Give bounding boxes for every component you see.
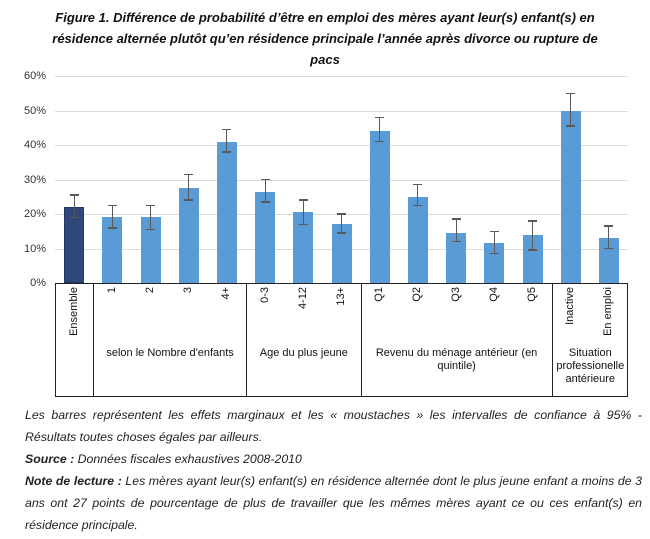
gridline (55, 179, 628, 181)
gridline (55, 145, 628, 146)
y-axis-tick: 40% (23, 139, 46, 151)
bar (64, 207, 85, 283)
error-bar-line (302, 200, 304, 225)
bar (102, 217, 123, 283)
error-bar-cap-top (184, 173, 194, 176)
footnote-source: Source : Données fiscales exhaustives 20… (25, 448, 642, 470)
bar (140, 217, 161, 283)
error-bar-cap-top (604, 225, 614, 227)
bar (560, 110, 581, 283)
error-bar-line (264, 179, 266, 202)
error-bar-line (73, 195, 75, 218)
error-bar-line (455, 219, 457, 242)
error-bar-cap-top (298, 199, 308, 201)
error-bar-line (188, 174, 190, 201)
error-bar-cap-bottom (451, 240, 461, 243)
error-bar-cap-top (413, 183, 423, 186)
footnotes: Les barres représentent les effets margi… (25, 404, 642, 536)
source-text: Données fiscales exhaustives 2008-2010 (74, 452, 302, 466)
y-axis-tick: 60% (23, 70, 46, 82)
gridline (55, 110, 628, 112)
error-bar-cap-top (375, 116, 385, 119)
error-bar-cap-bottom (489, 252, 499, 255)
bar (369, 131, 390, 283)
error-bar-cap-bottom (260, 201, 270, 203)
axis-group-label: selon le Nombre d'enfants (106, 347, 234, 359)
error-bar-line (379, 117, 381, 142)
error-bar-cap-top (489, 230, 499, 232)
figure-title: Figure 1. Différence de probabilité d’êt… (52, 10, 598, 67)
source-label: Source : (25, 452, 75, 466)
axis-group-label: Revenu du ménage antérieur (en quintile) (375, 347, 538, 372)
error-bar-line (570, 93, 572, 127)
y-axis-tick: 50% (23, 104, 46, 117)
bar (598, 238, 619, 283)
error-bar-cap-bottom (222, 151, 232, 153)
bar (178, 188, 199, 283)
error-bar-cap-bottom (146, 228, 155, 231)
error-bar-cap-top (260, 178, 270, 181)
error-bar-cap-bottom (184, 199, 194, 201)
bar (522, 234, 543, 283)
error-bar-line (111, 205, 113, 228)
error-bar-cap-top (107, 204, 117, 207)
axis-group-label: Situation professionelle antérieure (556, 347, 625, 385)
error-bar-cap-top (566, 92, 576, 94)
error-bar-cap-top (222, 128, 232, 131)
footnote-note: Note de lecture : Les mères ayant leur(s… (25, 470, 642, 536)
y-axis-tick: 30% (23, 173, 46, 186)
bar (407, 196, 428, 283)
error-bar-line (226, 129, 228, 152)
error-bar-cap-top (146, 204, 155, 207)
footnote-caption: Les barres représentent les effets margi… (25, 408, 642, 444)
bar (446, 232, 467, 283)
error-bar-cap-bottom (413, 204, 423, 207)
error-bar-cap-bottom (69, 216, 79, 219)
error-bar-line (493, 231, 495, 254)
error-bar-line (417, 184, 419, 206)
error-bar-cap-bottom (337, 232, 346, 234)
error-bar-cap-bottom (604, 247, 614, 250)
note-text: Les mères ayant leur(s) enfant(s) en rés… (25, 474, 642, 532)
error-bar-cap-bottom (298, 223, 308, 226)
axis-group-cell: selon le Nombre d'enfants (93, 283, 246, 397)
error-bar-cap-bottom (528, 249, 537, 251)
bar (293, 212, 314, 283)
axis-group-cell: Revenu du ménage antérieur (en quintile) (360, 283, 552, 397)
error-bar-cap-top (69, 194, 79, 196)
error-bar-line (531, 220, 534, 251)
bar-chart: 60% 50% 40% 30% 20% 10% 0% Ensemble 1 2 3 4+ 0-3 4-12… (0, 62, 650, 402)
y-axis-tick: 20% (23, 208, 46, 220)
error-bar-cap-bottom (566, 125, 576, 127)
error-bar-line (149, 205, 152, 230)
bar (331, 224, 352, 283)
bar (484, 243, 505, 283)
y-axis-tick: 0% (30, 277, 46, 289)
axis-group-cell: Situation professionelle antérieure (551, 283, 628, 397)
error-bar-line (340, 214, 343, 233)
error-bar-cap-bottom (107, 227, 117, 229)
bar (255, 191, 276, 283)
error-bar-cap-top (451, 218, 461, 220)
error-bar-cap-top (337, 213, 346, 215)
y-axis-tick: 10% (23, 242, 46, 255)
error-bar-cap-bottom (375, 140, 385, 143)
axis-box (55, 283, 628, 397)
axis-group-label: Age du plus jeune (259, 347, 348, 359)
axis-group-cell (55, 283, 93, 397)
error-bar-cap-top (528, 220, 537, 222)
axis-group-cell: Age du plus jeune (246, 283, 361, 397)
bar (216, 141, 237, 283)
error-bar-line (608, 226, 610, 249)
note-label: Note de lecture : (25, 474, 122, 488)
gridline (55, 76, 628, 77)
